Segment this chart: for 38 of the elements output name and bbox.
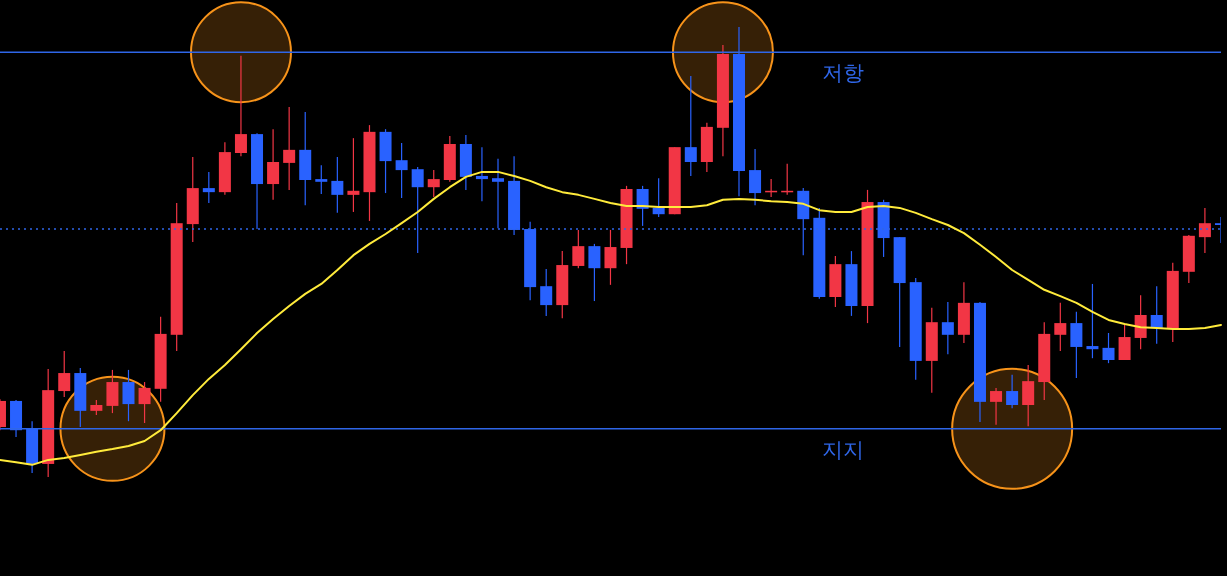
candlestick (1070, 311, 1083, 379)
candlestick (941, 301, 954, 355)
candlestick (315, 164, 328, 195)
candlestick (1006, 374, 1019, 409)
candlestick (347, 137, 360, 213)
candlestick (427, 169, 440, 198)
candlestick (138, 381, 151, 424)
candlestick (540, 268, 553, 317)
candlestick (604, 229, 617, 286)
candlestick (1150, 285, 1163, 345)
candlestick (588, 243, 601, 302)
candlestick (652, 177, 665, 218)
candlestick (475, 146, 488, 202)
candlestick (58, 350, 71, 398)
candlestick (411, 166, 424, 254)
candlestick (234, 55, 247, 157)
candlestick (395, 142, 408, 199)
candlestick (492, 158, 505, 229)
candlestick (1102, 332, 1115, 364)
candlestick (106, 369, 119, 414)
candlestick (331, 156, 344, 214)
ref-line-label: 지지 (822, 437, 864, 462)
candlestick (1086, 283, 1099, 359)
candlestick (267, 128, 280, 201)
candlestick (283, 106, 296, 191)
candlestick (636, 185, 649, 227)
candlestick (684, 75, 697, 177)
candlestick (1118, 324, 1131, 361)
candlestick (122, 369, 135, 422)
candlestick (202, 171, 215, 204)
candlestick (1198, 207, 1211, 254)
candlestick (749, 148, 762, 206)
candlestick (572, 229, 585, 269)
candlestick (1134, 294, 1147, 350)
ref-line-label: 저항 (822, 61, 864, 86)
candlestick (1022, 364, 1035, 427)
candlestick (990, 387, 1003, 426)
candlestick (1054, 302, 1067, 352)
